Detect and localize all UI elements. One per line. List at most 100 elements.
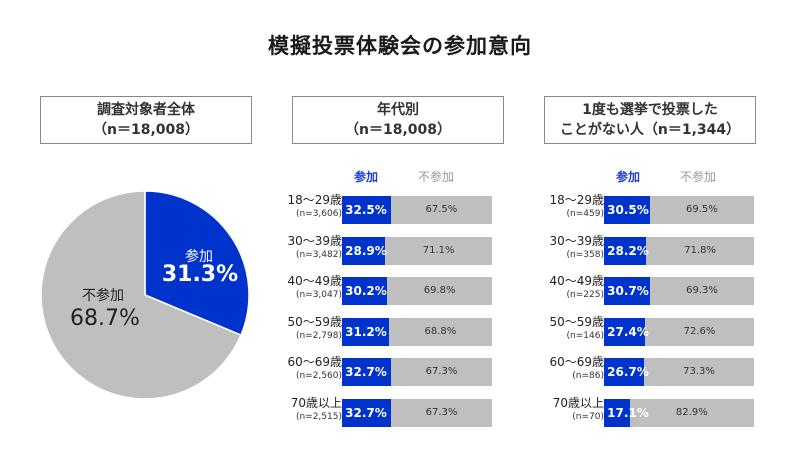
pie-chart-svg bbox=[40, 190, 250, 400]
bar-segment-join bbox=[342, 358, 392, 386]
value-label-not-join: 71.8% bbox=[684, 244, 717, 256]
sample-size-label: (n=2,560) bbox=[295, 371, 342, 381]
category-label: 18～29歳 bbox=[287, 193, 342, 207]
row-label: 18～29歳 (n=3,606) bbox=[287, 192, 342, 220]
bar-segment-join bbox=[604, 398, 630, 427]
bar-segment-join bbox=[604, 236, 647, 265]
value-label-not-join: 73.3% bbox=[683, 366, 715, 377]
value-label-join: 30.2% bbox=[345, 284, 387, 298]
chart-title: 模擬投票体験会の参加意向 bbox=[268, 34, 532, 58]
stacked-bar: 26.7% 73.3% bbox=[604, 358, 754, 386]
value-label-not-join: 69.5% bbox=[685, 204, 718, 215]
bar-row: 30～39歳 (n=358) 28.2% 71.8% bbox=[528, 233, 758, 273]
bar-segment-not-join bbox=[391, 398, 492, 427]
bar-row: 70歳以上 (n=2,515) 32.7% 67.3% bbox=[266, 395, 496, 435]
pie-chart bbox=[40, 190, 250, 400]
bar-segment-join bbox=[604, 358, 645, 386]
age-header-box: 年代別 （n＝18,008） bbox=[292, 96, 504, 144]
sample-size-label: (n=358) bbox=[566, 249, 604, 260]
value-label-not-join: 82.9% bbox=[675, 406, 708, 418]
row-label: 50～59歳 (n=146) bbox=[549, 314, 604, 342]
bar-row: 60～69歳 (n=86) 26.7% 73.3% bbox=[528, 354, 758, 394]
category-label: 60～69歳 bbox=[287, 355, 342, 369]
age-header-line1: 年代別 bbox=[377, 102, 419, 118]
bar-row: 18～29歳 (n=3,606) 32.5% 67.5% bbox=[266, 192, 496, 232]
pie-not-join-value: 68.7% bbox=[70, 306, 140, 331]
sample-size-label: (n=3,606) bbox=[295, 209, 342, 219]
total-header-box: 調査対象者全体 （n＝18,008） bbox=[40, 96, 252, 144]
value-label-not-join: 71.1% bbox=[422, 244, 455, 256]
value-label-not-join: 68.8% bbox=[424, 325, 457, 337]
legend-not-join: 不参加 bbox=[417, 170, 454, 184]
row-label: 70歳以上 (n=70) bbox=[553, 395, 604, 423]
stacked-bar: 32.7% 67.3% bbox=[342, 358, 492, 386]
pie-not-join-label: 不参加 bbox=[82, 288, 124, 304]
value-label-join: 30.7% bbox=[607, 284, 649, 298]
bar-row: 30～39歳 (n=3,482) 28.9% 71.1% bbox=[266, 233, 496, 273]
category-label: 30～39歳 bbox=[549, 233, 604, 248]
bar-row: 40～49歳 (n=3,047) 30.2% 69.8% bbox=[266, 273, 496, 313]
bar-segment-join bbox=[342, 196, 391, 224]
total-header-line1: 調査対象者全体 bbox=[97, 102, 195, 118]
legend-join: 参加 bbox=[353, 170, 378, 184]
bar-segment-join bbox=[604, 196, 650, 224]
category-label: 70歳以上 bbox=[552, 395, 604, 410]
bar-row: 70歳以上 (n=70) 17.1% 82.9% bbox=[528, 395, 758, 435]
value-label-join: 30.5% bbox=[607, 203, 649, 217]
row-label: 18～29歳 (n=459) bbox=[549, 192, 604, 220]
stacked-bar: 27.4% 72.6% bbox=[604, 317, 754, 346]
bar-segment-join bbox=[342, 236, 386, 265]
bar-row: 50～59歳 (n=146) 27.4% 72.6% bbox=[528, 314, 758, 354]
value-label-not-join: 72.6% bbox=[683, 325, 716, 337]
value-label-join: 32.7% bbox=[345, 365, 387, 379]
category-label: 70歳以上 bbox=[290, 395, 342, 410]
age-bar-chart: 参加 不参加 18～29歳 (n=3,606) 32.5% 67.5% 30～39歳 (n=3… bbox=[266, 168, 496, 430]
bar-segment-not-join bbox=[388, 317, 492, 346]
stacked-bar: 28.2% 71.8% bbox=[604, 236, 754, 265]
value-label-join: 26.7% bbox=[607, 365, 649, 379]
value-label-not-join: 67.5% bbox=[425, 204, 458, 215]
value-label-not-join: 69.3% bbox=[686, 285, 718, 296]
bar-segment-not-join bbox=[644, 358, 754, 386]
legend-not-join: 不参加 bbox=[679, 170, 716, 184]
bar-segment-join bbox=[342, 317, 389, 346]
sample-size-label: (n=225) bbox=[566, 290, 604, 300]
value-label-join: 17.1% bbox=[607, 405, 649, 420]
value-label-not-join: 67.3% bbox=[425, 406, 458, 418]
pie-slice-join bbox=[144, 190, 250, 337]
bar-segment-not-join bbox=[645, 317, 754, 346]
category-label: 30～39歳 bbox=[287, 233, 342, 248]
category-label: 60～69歳 bbox=[549, 355, 604, 369]
category-label: 40～49歳 bbox=[549, 274, 604, 288]
legend-join: 参加 bbox=[615, 170, 640, 184]
stacked-bar: 30.2% 69.8% bbox=[342, 277, 492, 305]
age-header-line2: （n＝18,008） bbox=[345, 122, 451, 138]
row-label: 60～69歳 (n=86) bbox=[549, 354, 604, 382]
stacked-bar: 17.1% 82.9% bbox=[604, 398, 754, 427]
pie-slice-not-join bbox=[40, 190, 242, 400]
row-label: 60～69歳 (n=2,560) bbox=[287, 354, 342, 382]
stacked-bar: 30.5% 69.5% bbox=[604, 196, 754, 224]
sample-size-label: (n=70) bbox=[572, 411, 604, 422]
row-label: 30～39歳 (n=3,482) bbox=[287, 233, 342, 261]
bar-row: 18～29歳 (n=459) 30.5% 69.5% bbox=[528, 192, 758, 232]
bar-segment-join bbox=[604, 317, 646, 346]
bar-segment-not-join bbox=[649, 196, 754, 224]
category-label: 50～59歳 bbox=[287, 314, 342, 329]
stacked-bar: 30.7% 69.3% bbox=[604, 277, 754, 305]
stacked-bar: 32.7% 67.3% bbox=[342, 398, 492, 427]
value-label-not-join: 67.3% bbox=[425, 366, 458, 377]
bar-segment-not-join bbox=[629, 398, 754, 427]
never-voted-header-line1: 1度も選挙で投票した bbox=[582, 102, 718, 118]
category-label: 40～49歳 bbox=[287, 274, 342, 288]
value-label-not-join: 69.8% bbox=[423, 285, 456, 296]
bar-segment-join bbox=[342, 277, 388, 305]
stacked-bar: 32.5% 67.5% bbox=[342, 196, 492, 224]
never-voted-header-line2: ことがない人（n＝1,344） bbox=[559, 122, 741, 138]
value-label-join: 27.4% bbox=[607, 324, 649, 339]
value-label-join: 32.5% bbox=[345, 203, 387, 217]
sample-size-label: (n=2,515) bbox=[295, 411, 342, 422]
value-label-join: 28.2% bbox=[607, 243, 649, 258]
bar-segment-join bbox=[342, 398, 392, 427]
value-label-join: 32.7% bbox=[345, 405, 387, 420]
